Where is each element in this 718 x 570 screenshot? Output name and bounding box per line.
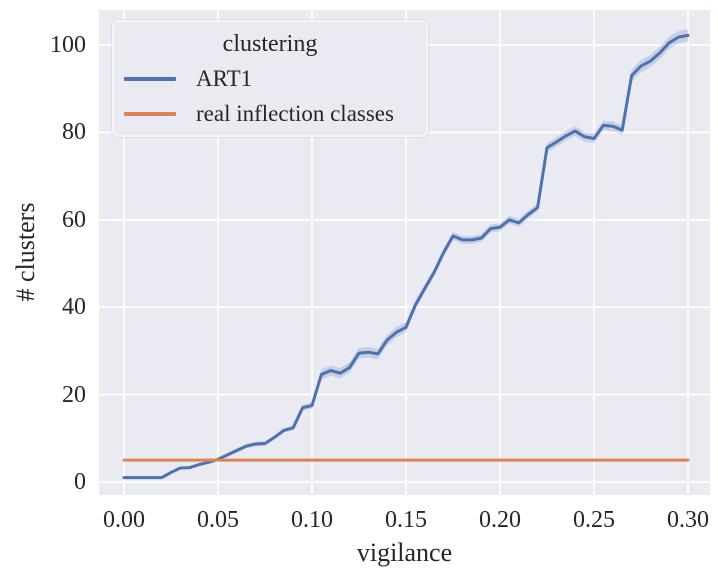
y-tick-label: 40 [62,294,86,321]
legend: clustering ART1 real inflection classes [112,20,428,137]
legend-item-label: real inflection classes [196,101,394,126]
x-tick-label: 0.05 [197,507,239,533]
x-axis-label: vigilance [356,538,453,567]
x-tick-label: 0.10 [291,507,333,533]
legend-item-label: ART1 [196,66,253,91]
x-tick-label: 0.15 [385,507,427,533]
x-tick-label: 0.25 [573,507,615,533]
x-tick-label: 0.20 [479,507,521,533]
x-tick-label: 0.00 [103,507,145,533]
legend-item-art1: ART1 [114,61,426,96]
legend-item-real-classes: real inflection classes [114,96,426,131]
y-tick-label: 80 [62,119,86,146]
y-tick-label: 0 [74,469,86,495]
real-classes-line-swatch [124,111,176,116]
legend-title: clustering [222,31,318,57]
y-tick-label: 20 [62,381,86,408]
y-axis-label: # clusters [11,202,40,302]
y-tick-label: 60 [62,206,86,233]
y-tick-label: 100 [50,32,86,58]
art1-line-swatch [124,76,176,81]
x-tick-label: 0.30 [667,507,709,533]
